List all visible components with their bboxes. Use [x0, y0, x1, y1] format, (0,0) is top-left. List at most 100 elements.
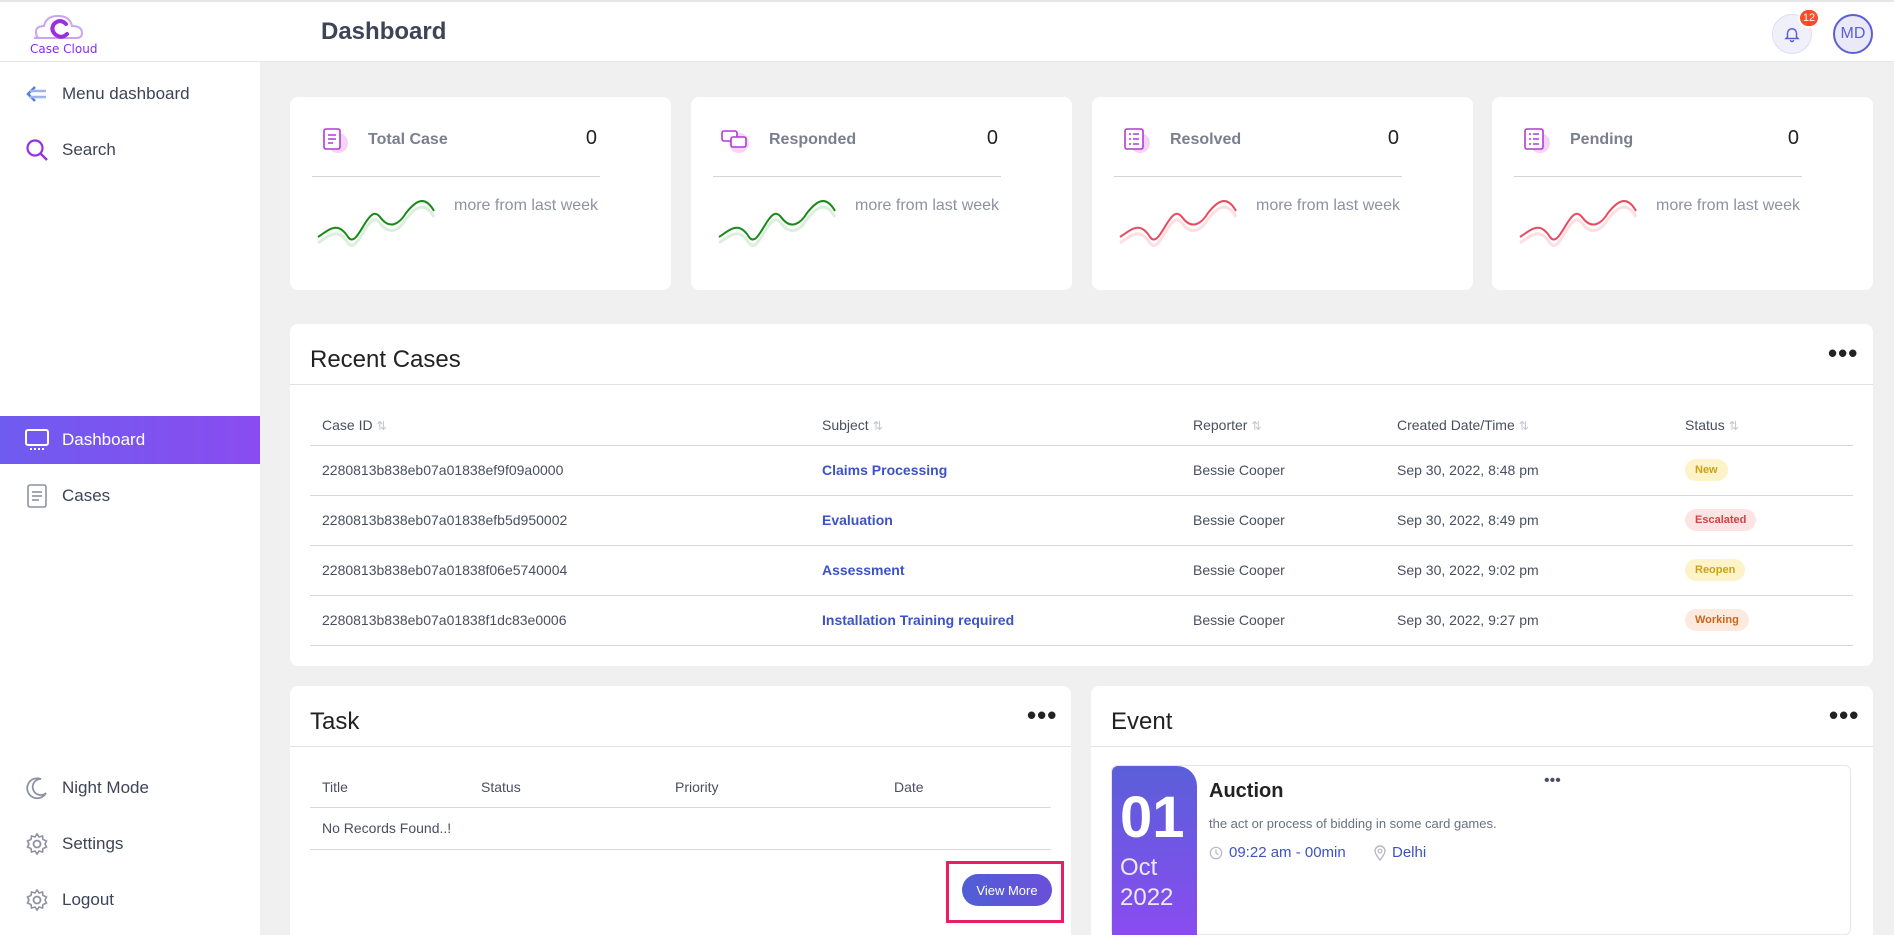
- search-icon: [24, 137, 50, 163]
- stat-value: 0: [1787, 127, 1799, 149]
- case-created: Sep 30, 2022, 9:02 pm: [1385, 545, 1673, 596]
- sidebar-item-logout[interactable]: Logout: [0, 876, 260, 924]
- more-options-button[interactable]: •••: [1027, 700, 1058, 730]
- event-month: Oct: [1120, 854, 1158, 881]
- more-options-button[interactable]: •••: [1829, 700, 1860, 730]
- sort-icon[interactable]: ⇅: [1728, 418, 1739, 433]
- brand-name: Case Cloud: [30, 42, 98, 56]
- column-header[interactable]: Reporter ⇅: [1181, 405, 1385, 446]
- stat-title: Resolved: [1170, 131, 1242, 148]
- column-header[interactable]: Subject ⇅: [810, 405, 1181, 446]
- stat-value: 0: [585, 127, 597, 149]
- chat-icon: [719, 125, 751, 157]
- case-subject-link[interactable]: Installation Training required: [810, 595, 1181, 646]
- sort-icon[interactable]: ⇅: [1518, 418, 1529, 433]
- column-header[interactable]: Status ⇅: [1673, 405, 1853, 446]
- status-badge: Reopen: [1685, 559, 1746, 581]
- stat-note: more from last week: [1656, 197, 1801, 214]
- column-header[interactable]: Status: [469, 767, 663, 808]
- checklist-icon: [1120, 125, 1152, 157]
- case-id: 2280813b838eb07a01838f1dc83e0006: [310, 595, 810, 646]
- column-header[interactable]: Date: [882, 767, 1051, 808]
- event-date: 01 Oct 2022: [1112, 766, 1197, 935]
- avatar[interactable]: MD: [1833, 14, 1873, 54]
- case-id: 2280813b838eb07a01838efb5d950002: [310, 495, 810, 546]
- divider: [713, 176, 1001, 177]
- sidebar-item-label: Menu dashboard: [62, 84, 190, 103]
- event-location-text: Delhi: [1392, 844, 1427, 861]
- table-row[interactable]: 2280813b838eb07a01838efb5d950002 Evaluat…: [310, 495, 1853, 546]
- trend-up-sparkline: [317, 200, 436, 247]
- event-day: 01: [1120, 785, 1185, 850]
- case-reporter: Bessie Cooper: [1181, 545, 1385, 596]
- location-pin-icon: [1374, 844, 1386, 861]
- sidebar-item-settings[interactable]: Settings: [0, 820, 260, 868]
- trend-up-sparkline: [718, 200, 837, 247]
- divider: [290, 384, 1873, 385]
- notification-badge: 12: [1798, 8, 1820, 28]
- empty-state: No Records Found..!: [310, 807, 1051, 850]
- stat-value: 0: [1387, 127, 1399, 149]
- status-cell: New: [1673, 445, 1853, 496]
- stat-card-responded[interactable]: Responded 0 more from last week: [691, 97, 1072, 290]
- sort-icon[interactable]: ⇅: [1251, 418, 1262, 433]
- column-header[interactable]: Title: [310, 767, 469, 808]
- sidebar-item-label: Night Mode: [62, 778, 149, 797]
- divider: [1114, 176, 1402, 177]
- stat-card-pending[interactable]: Pending 0 more from last week: [1492, 97, 1873, 290]
- column-header[interactable]: Priority: [663, 767, 882, 808]
- column-header[interactable]: Created Date/Time ⇅: [1385, 405, 1673, 446]
- table-header-row: Case ID ⇅ Subject ⇅ Reporter ⇅ Created Date…: [310, 405, 1853, 446]
- view-more-button[interactable]: View More: [962, 874, 1052, 906]
- case-subject-link[interactable]: Assessment: [810, 545, 1181, 596]
- stat-title: Pending: [1570, 131, 1634, 148]
- status-cell: Escalated: [1673, 495, 1853, 546]
- case-reporter: Bessie Cooper: [1181, 495, 1385, 546]
- case-subject-link[interactable]: Evaluation: [810, 495, 1181, 546]
- document-icon: [24, 483, 50, 509]
- stat-card-total-case[interactable]: Total Case 0 more from last week: [290, 97, 671, 290]
- sidebar-item-night-mode[interactable]: Night Mode: [0, 764, 260, 812]
- event-item[interactable]: 01 Oct 2022 Auction ••• the act or proce…: [1111, 765, 1851, 935]
- highlight-box: [946, 861, 1064, 923]
- trend-down-sparkline: [1119, 200, 1238, 247]
- stat-card-resolved[interactable]: Resolved 0 more from last week: [1092, 97, 1473, 290]
- table-row[interactable]: 2280813b838eb07a01838f06e5740004 Assessm…: [310, 545, 1853, 596]
- sidebar-item-label: Logout: [62, 890, 114, 909]
- section-title: Recent Cases: [310, 346, 461, 373]
- sidebar-item-cases[interactable]: Cases: [0, 472, 260, 520]
- case-created: Sep 30, 2022, 9:27 pm: [1385, 595, 1673, 646]
- sidebar-item-search[interactable]: Search: [0, 126, 260, 174]
- event-time: 09:22 am - 00min: [1209, 844, 1346, 861]
- event-time-text: 09:22 am - 00min: [1229, 844, 1346, 861]
- stat-value: 0: [986, 127, 998, 149]
- sidebar-item-menu-dashboard[interactable]: Menu dashboard: [0, 70, 260, 118]
- sort-icon[interactable]: ⇅: [872, 418, 883, 433]
- case-reporter: Bessie Cooper: [1181, 445, 1385, 496]
- column-header[interactable]: Case ID ⇅: [310, 405, 810, 446]
- sidebar-item-label: Search: [62, 140, 116, 159]
- status-badge: Working: [1685, 609, 1749, 631]
- table-row[interactable]: 2280813b838eb07a01838ef9f09a0000 Claims …: [310, 445, 1853, 496]
- monitor-icon: [24, 427, 50, 453]
- event-description: the act or process of bidding in some ca…: [1209, 816, 1497, 831]
- table-row[interactable]: 2280813b838eb07a01838f1dc83e0006 Install…: [310, 595, 1853, 646]
- sidebar-item-dashboard[interactable]: Dashboard: [0, 416, 260, 464]
- bell-icon: [1784, 28, 1800, 43]
- section-title: Event: [1111, 708, 1173, 735]
- sidebar-item-label: Cases: [62, 486, 111, 505]
- event-year: 2022: [1120, 884, 1174, 911]
- top-bar: Case Cloud Dashboard 12 MD: [0, 0, 1894, 62]
- moon-icon: [24, 775, 50, 801]
- more-options-button[interactable]: •••: [1828, 338, 1859, 368]
- divider: [1514, 176, 1802, 177]
- logout-icon: [24, 887, 50, 913]
- status-badge: Escalated: [1685, 509, 1757, 531]
- case-subject-link[interactable]: Claims Processing: [810, 445, 1181, 496]
- case-cloud-logo[interactable]: [26, 8, 96, 58]
- clock-icon: [1209, 846, 1223, 859]
- sort-icon[interactable]: ⇅: [376, 418, 387, 433]
- event-options-button[interactable]: •••: [1544, 772, 1561, 789]
- event-location: Delhi: [1374, 844, 1426, 861]
- trend-down-sparkline: [1519, 200, 1638, 247]
